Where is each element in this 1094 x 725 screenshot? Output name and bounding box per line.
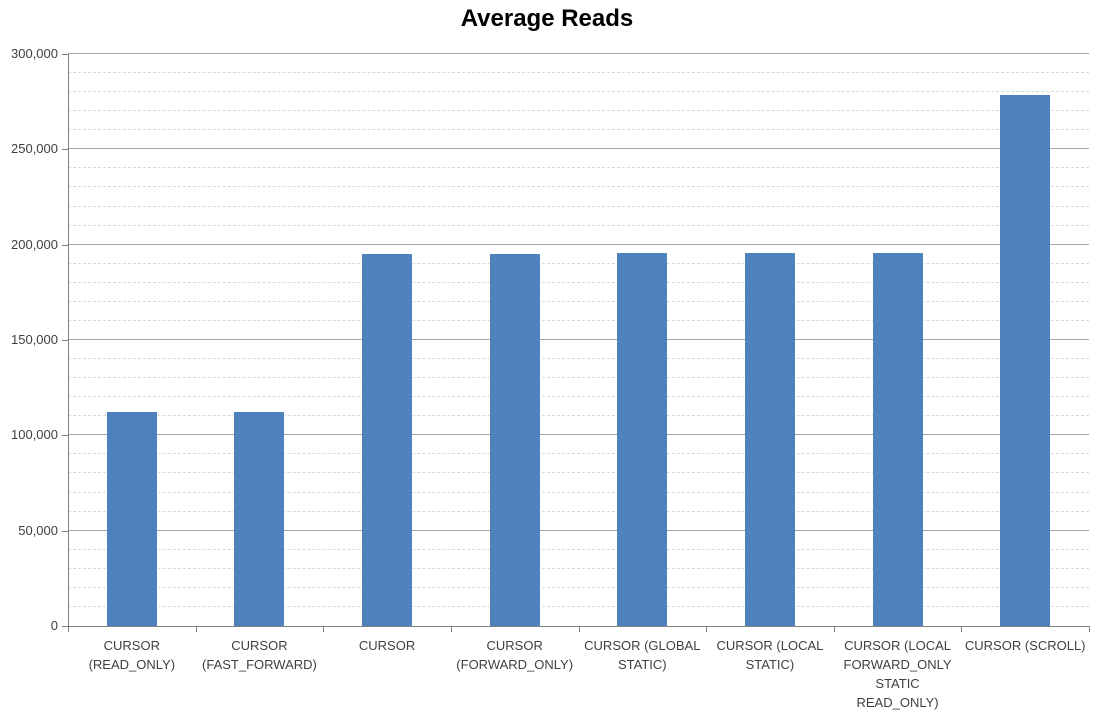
minor-gridline bbox=[68, 72, 1089, 74]
minor-gridline bbox=[68, 129, 1089, 131]
minor-gridline bbox=[68, 472, 1089, 474]
x-axis-category-label: CURSOR (FORWARD_ONLY) bbox=[456, 638, 574, 672]
minor-gridline bbox=[68, 567, 1089, 569]
minor-gridline bbox=[68, 262, 1089, 264]
minor-gridline bbox=[68, 396, 1089, 398]
y-axis-tick bbox=[62, 435, 68, 437]
bar-2 bbox=[234, 412, 285, 626]
y-axis-label: 250,000 bbox=[11, 141, 58, 157]
bar-3 bbox=[362, 254, 413, 626]
x-axis-tick bbox=[706, 626, 708, 632]
major-gridline bbox=[68, 243, 1089, 245]
minor-gridline bbox=[68, 415, 1089, 417]
x-axis-tick bbox=[1089, 626, 1090, 632]
y-axis-label: 50,000 bbox=[18, 522, 58, 538]
x-axis-category-label: CURSOR (SCROLL) bbox=[964, 638, 1086, 653]
x-axis-tick bbox=[961, 626, 963, 632]
bar-6 bbox=[744, 253, 795, 626]
y-axis-label: 150,000 bbox=[11, 332, 58, 347]
y-axis-label: 100,000 bbox=[11, 427, 58, 443]
minor-gridline bbox=[68, 510, 1089, 512]
x-axis-category-label: CURSOR (LOCAL FORWARD_ONLY STATIC READ_O… bbox=[843, 638, 952, 710]
major-gridline bbox=[68, 148, 1089, 150]
bar-7 bbox=[872, 253, 923, 626]
y-axis-tick bbox=[62, 530, 68, 532]
bar-1 bbox=[106, 412, 157, 626]
y-axis-tick bbox=[62, 244, 68, 246]
plot-area bbox=[68, 53, 1089, 626]
major-gridline bbox=[68, 339, 1089, 340]
minor-gridline bbox=[68, 358, 1089, 360]
minor-gridline bbox=[68, 186, 1089, 188]
x-axis-category-label: CURSOR (FAST_FORWARD) bbox=[202, 638, 317, 672]
bar-8 bbox=[1000, 95, 1051, 626]
major-gridline bbox=[68, 434, 1089, 436]
y-axis-label: 300,000 bbox=[11, 46, 58, 61]
y-axis-label: 0 bbox=[50, 618, 58, 633]
x-axis-tick bbox=[450, 626, 452, 632]
minor-gridline bbox=[68, 110, 1089, 112]
y-axis-label: 200,000 bbox=[11, 236, 58, 252]
minor-gridline bbox=[68, 205, 1089, 207]
bar-4 bbox=[489, 254, 540, 626]
y-axis-tick bbox=[62, 626, 68, 627]
minor-gridline bbox=[68, 548, 1089, 550]
y-axis-tick bbox=[62, 340, 68, 341]
minor-gridline bbox=[68, 300, 1089, 302]
minor-gridline bbox=[68, 377, 1089, 379]
x-axis-category-label: CURSOR bbox=[358, 638, 416, 653]
bar-5 bbox=[617, 253, 668, 626]
x-axis-tick bbox=[833, 626, 835, 632]
x-axis-category-label: CURSOR (READ_ONLY) bbox=[88, 638, 176, 672]
x-axis-category-label: CURSOR (LOCAL STATIC) bbox=[716, 638, 824, 672]
y-axis-line bbox=[68, 54, 69, 632]
x-axis-tick bbox=[195, 626, 197, 632]
minor-gridline bbox=[68, 281, 1089, 283]
y-axis-tick bbox=[62, 54, 68, 55]
major-gridline bbox=[68, 529, 1089, 531]
minor-gridline bbox=[68, 167, 1089, 169]
minor-gridline bbox=[68, 453, 1089, 455]
minor-gridline bbox=[68, 586, 1089, 588]
minor-gridline bbox=[68, 319, 1089, 321]
x-axis-tick bbox=[578, 626, 580, 632]
x-axis-category-label: CURSOR (GLOBAL STATIC) bbox=[584, 638, 701, 672]
minor-gridline bbox=[68, 91, 1089, 93]
x-axis-tick bbox=[68, 626, 69, 632]
chart-title: Average Reads bbox=[460, 5, 634, 32]
major-gridline bbox=[68, 53, 1089, 54]
minor-gridline bbox=[68, 605, 1089, 607]
minor-gridline bbox=[68, 491, 1089, 493]
y-axis-tick bbox=[62, 149, 68, 151]
minor-gridline bbox=[68, 224, 1089, 226]
x-axis-tick bbox=[323, 626, 325, 632]
